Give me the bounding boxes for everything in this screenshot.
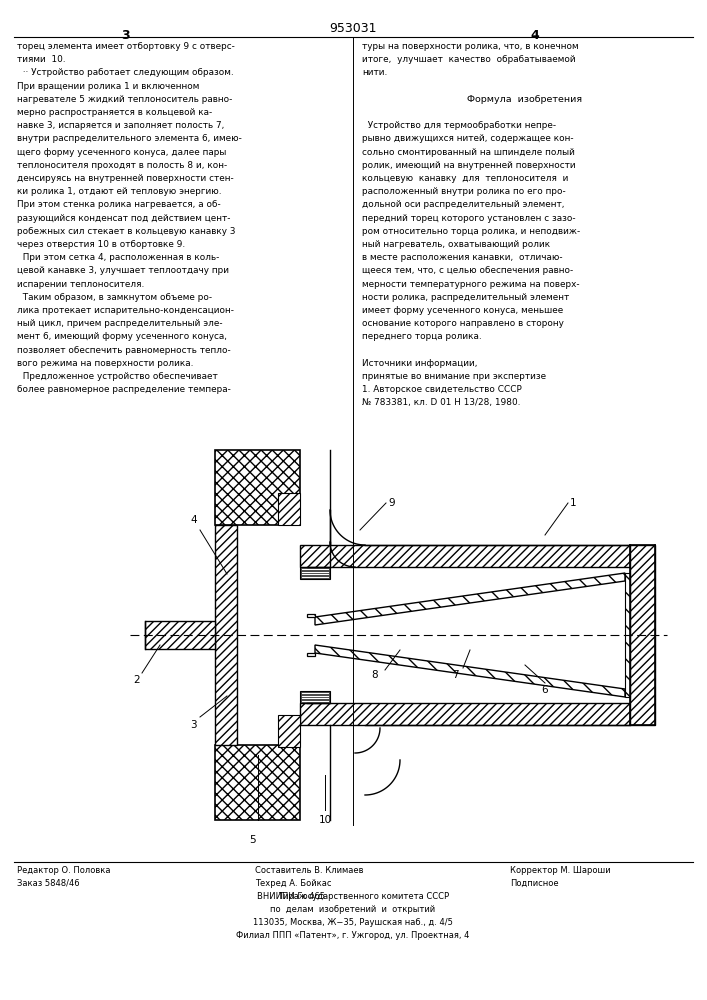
Text: 7: 7 xyxy=(452,670,458,680)
Text: 953031: 953031 xyxy=(329,22,377,35)
Text: испарении теплоносителя.: испарении теплоносителя. xyxy=(17,280,144,289)
Text: Тираж 465: Тираж 465 xyxy=(278,892,325,901)
Text: ный нагреватель, охватывающий ролик: ный нагреватель, охватывающий ролик xyxy=(362,240,550,249)
Text: 3: 3 xyxy=(190,720,197,730)
Text: 4: 4 xyxy=(190,515,197,525)
Bar xyxy=(630,545,655,725)
Text: дольной оси распределительный элемент,: дольной оси распределительный элемент, xyxy=(362,200,564,209)
Text: рывно движущихся нитей, содержащее кон-: рывно движущихся нитей, содержащее кон- xyxy=(362,134,573,143)
Text: 9: 9 xyxy=(388,498,395,508)
Text: через отверстия 10 в отбортовке 9.: через отверстия 10 в отбортовке 9. xyxy=(17,240,185,249)
Text: робежных сил стекает в кольцевую канавку 3: робежных сил стекает в кольцевую канавку… xyxy=(17,227,235,236)
Bar xyxy=(300,691,330,703)
Text: ВНИИПИ Государственного комитета СССР: ВНИИПИ Государственного комитета СССР xyxy=(257,892,449,901)
Polygon shape xyxy=(307,653,315,656)
Text: передний торец которого установлен с зазо-: передний торец которого установлен с заз… xyxy=(362,214,575,223)
Polygon shape xyxy=(315,645,625,697)
Text: При этом стенка ролика нагревается, а об-: При этом стенка ролика нагревается, а об… xyxy=(17,200,221,209)
Text: Таким образом, в замкнутом объеме ро-: Таким образом, в замкнутом объеме ро- xyxy=(17,293,212,302)
Text: итоге,  улучшает  качество  обрабатываемой: итоге, улучшает качество обрабатываемой xyxy=(362,55,575,64)
Text: Формула  изобретения: Формула изобретения xyxy=(467,95,583,104)
Text: ности ролика, распределительный элемент: ности ролика, распределительный элемент xyxy=(362,293,569,302)
Bar xyxy=(278,493,300,525)
Text: Предложенное устройство обеспечивает: Предложенное устройство обеспечивает xyxy=(17,372,218,381)
Text: имеет форму усеченного конуса, меньшее: имеет форму усеченного конуса, меньшее xyxy=(362,306,563,315)
Text: вого режима на поверхности ролика.: вого режима на поверхности ролика. xyxy=(17,359,194,368)
Text: теплоносителя проходят в полость 8 и, кон-: теплоносителя проходят в полость 8 и, ко… xyxy=(17,161,227,170)
Text: Корректор М. Шароши: Корректор М. Шароши xyxy=(510,866,611,875)
Text: сольно смонтированный на шпинделе полый: сольно смонтированный на шпинделе полый xyxy=(362,148,575,157)
Text: 4: 4 xyxy=(531,29,539,42)
Text: принятые во внимание при экспертизе: принятые во внимание при экспертизе xyxy=(362,372,546,381)
Text: При вращении ролика 1 и включенном: При вращении ролика 1 и включенном xyxy=(17,82,199,91)
Text: расположенный внутри ролика по его про-: расположенный внутри ролика по его про- xyxy=(362,187,566,196)
Text: ром относительно торца ролика, и неподвиж-: ром относительно торца ролика, и неподви… xyxy=(362,227,580,236)
Text: навке 3, испаряется и заполняет полость 7,: навке 3, испаряется и заполняет полость … xyxy=(17,121,224,130)
Text: При этом сетка 4, расположенная в коль-: При этом сетка 4, расположенная в коль- xyxy=(17,253,219,262)
Text: Редактор О. Половка: Редактор О. Половка xyxy=(17,866,110,875)
Text: ролик, имеющий на внутренней поверхности: ролик, имеющий на внутренней поверхности xyxy=(362,161,575,170)
Text: тиями  10.: тиями 10. xyxy=(17,55,66,64)
Text: ки ролика 1, отдают ей тепловую энергию.: ки ролика 1, отдают ей тепловую энергию. xyxy=(17,187,221,196)
Text: торец элемента имеет отбортовку 9 с отверс-: торец элемента имеет отбортовку 9 с отве… xyxy=(17,42,235,51)
Polygon shape xyxy=(625,573,630,697)
Text: по  делам  изобретений  и  открытий: по делам изобретений и открытий xyxy=(271,905,436,914)
Text: мерно распространяется в кольцевой ка-: мерно распространяется в кольцевой ка- xyxy=(17,108,212,117)
Text: Заказ 5848/46: Заказ 5848/46 xyxy=(17,879,80,888)
Text: 2: 2 xyxy=(134,675,140,685)
Bar xyxy=(215,745,300,820)
Text: переднего торца ролика.: переднего торца ролика. xyxy=(362,332,481,341)
Text: 8: 8 xyxy=(372,670,378,680)
Text: Источники информации,: Источники информации, xyxy=(362,359,477,368)
Text: 3: 3 xyxy=(121,29,129,42)
Bar xyxy=(215,450,300,525)
Text: цевой канавке 3, улучшает теплоотдачу при: цевой канавке 3, улучшает теплоотдачу пр… xyxy=(17,266,229,275)
Text: щего форму усеченного конуса, далее пары: щего форму усеченного конуса, далее пары xyxy=(17,148,226,157)
Text: Техред А. Бойкас: Техред А. Бойкас xyxy=(255,879,332,888)
Bar xyxy=(300,703,630,725)
Bar xyxy=(300,567,330,579)
Text: туры на поверхности ролика, что, в конечном: туры на поверхности ролика, что, в конеч… xyxy=(362,42,578,51)
Text: Устройство для термообработки непре-: Устройство для термообработки непре- xyxy=(362,121,556,130)
Text: Филиал ППП «Патент», г. Ужгород, ул. Проектная, 4: Филиал ППП «Патент», г. Ужгород, ул. Про… xyxy=(236,931,469,940)
Text: мент 6, имеющий форму усеченного конуса,: мент 6, имеющий форму усеченного конуса, xyxy=(17,332,227,341)
Bar xyxy=(300,545,630,567)
Text: позволяет обеспечить равномерность тепло-: позволяет обеспечить равномерность тепло… xyxy=(17,346,230,355)
Text: более равномерное распределение темпера-: более равномерное распределение темпера- xyxy=(17,385,231,394)
Text: кольцевую  канавку  для  теплоносителя  и: кольцевую канавку для теплоносителя и xyxy=(362,174,568,183)
Text: мерности температурного режима на поверх-: мерности температурного режима на поверх… xyxy=(362,280,580,289)
Text: щееся тем, что, с целью обеспечения равно-: щееся тем, что, с целью обеспечения равн… xyxy=(362,266,573,275)
Text: № 783381, кл. D 01 H 13/28, 1980.: № 783381, кл. D 01 H 13/28, 1980. xyxy=(362,398,520,407)
Text: лика протекает испарительно-конденсацион-: лика протекает испарительно-конденсацион… xyxy=(17,306,234,315)
Text: 6: 6 xyxy=(542,685,549,695)
Text: Подписное: Подписное xyxy=(510,879,559,888)
Text: ный цикл, причем распределительный эле-: ный цикл, причем распределительный эле- xyxy=(17,319,223,328)
Bar xyxy=(215,525,237,745)
Text: ·· Устройство работает следующим образом.: ·· Устройство работает следующим образом… xyxy=(17,68,233,77)
Text: денсируясь на внутренней поверхности стен-: денсируясь на внутренней поверхности сте… xyxy=(17,174,234,183)
Text: нагревателе 5 жидкий теплоноситель равно-: нагревателе 5 жидкий теплоноситель равно… xyxy=(17,95,233,104)
Polygon shape xyxy=(307,614,315,617)
Text: основание которого направлено в сторону: основание которого направлено в сторону xyxy=(362,319,564,328)
Text: 10: 10 xyxy=(318,815,332,825)
Text: 1: 1 xyxy=(570,498,577,508)
Text: разующийся конденсат под действием цент-: разующийся конденсат под действием цент- xyxy=(17,214,230,223)
Bar xyxy=(278,715,300,747)
Text: в месте расположения канавки,  отличаю-: в месте расположения канавки, отличаю- xyxy=(362,253,563,262)
Text: нити.: нити. xyxy=(362,68,387,77)
Text: 1. Авторское свидетельство СССР: 1. Авторское свидетельство СССР xyxy=(362,385,522,394)
Text: Составитель В. Климаев: Составитель В. Климаев xyxy=(255,866,363,875)
Text: 113035, Москва, Ж−35, Раушская наб., д. 4/5: 113035, Москва, Ж−35, Раушская наб., д. … xyxy=(253,918,453,927)
Text: внутри распределительного элемента 6, имею-: внутри распределительного элемента 6, им… xyxy=(17,134,242,143)
Polygon shape xyxy=(315,573,625,625)
Text: 5: 5 xyxy=(249,835,256,845)
Bar xyxy=(145,621,215,649)
